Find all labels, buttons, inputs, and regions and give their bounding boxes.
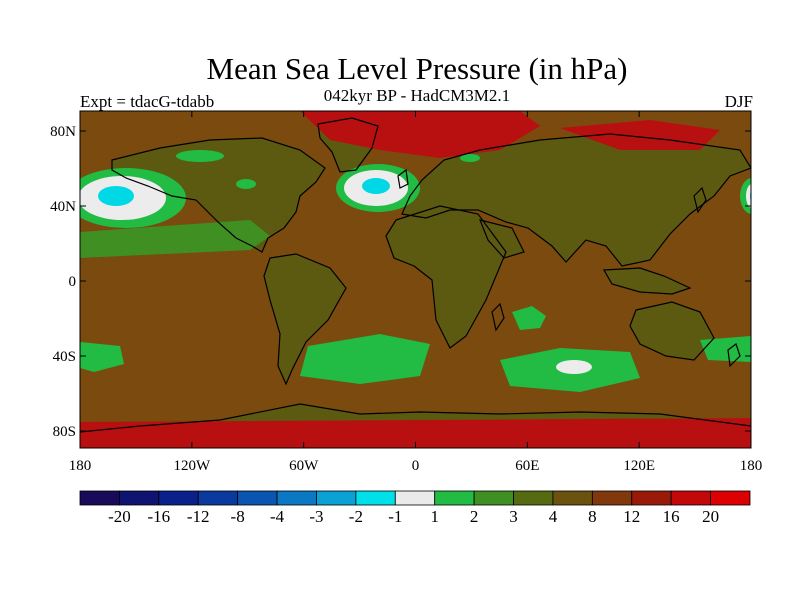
coast-greenland (317, 117, 379, 173)
land-africa (386, 206, 506, 348)
coast-arabia (479, 219, 525, 259)
colorbar-level-label: 20 (702, 507, 719, 526)
colorbar-swatch (119, 490, 160, 506)
lon-tick-label: 120E (623, 458, 655, 474)
coast-maritime-continent (602, 267, 692, 295)
colorbar-level-label: 8 (588, 507, 597, 526)
lon-tick-label: 60E (515, 458, 539, 474)
tropical-pacific-band (80, 220, 270, 258)
coast-british-isles (397, 168, 409, 189)
map-field (80, 111, 751, 448)
south-pacific-low-anomaly (80, 342, 124, 372)
lat-tick-label: 80N (50, 124, 76, 140)
coast-new-zealand (727, 343, 741, 368)
lon-tick-label: 180 (69, 458, 92, 474)
colorbar-level-label: 12 (623, 507, 640, 526)
coastlines (80, 117, 751, 433)
coast-south-america (263, 253, 347, 386)
experiment-label: Expt = tdacG-tdabb (80, 92, 215, 111)
map-title: Mean Sea Level Pressure (in hPa) (206, 51, 628, 86)
lon-tick-label: 180 (740, 458, 763, 474)
coast-madagascar (491, 302, 505, 332)
coast-australia (629, 301, 715, 361)
colorbar-swatch (552, 490, 593, 506)
colorbar-level-label: 4 (549, 507, 558, 526)
barents-green (460, 154, 480, 162)
arctic-high-anomaly (300, 111, 540, 158)
colorbar-swatch (710, 490, 751, 506)
colorbar-level-label: -2 (349, 507, 363, 526)
land-australia (630, 302, 714, 360)
coast-antarctica (80, 403, 751, 433)
colorbar-level-label: -1 (388, 507, 402, 526)
land-north-america (112, 138, 325, 252)
colorbar-swatch (158, 490, 199, 506)
colorbar-swatch (434, 490, 475, 506)
map-subtitle: 042kyr BP - HadCM3M2.1 (323, 86, 511, 105)
colorbar-level-label: -4 (270, 507, 285, 526)
colorbar-level-label: -20 (108, 507, 131, 526)
north-pacific-cyan-core (98, 186, 134, 206)
colorbar-swatch (631, 490, 672, 506)
labrador-green (236, 179, 256, 189)
lat-tick-label: 40N (50, 199, 76, 215)
southern-ocean-high-anomaly (80, 418, 751, 448)
colorbar-level-label: 2 (470, 507, 479, 526)
north-atlantic-cyan-core (362, 178, 390, 194)
south-atlantic-low-anomaly (300, 334, 430, 384)
coast-eurasia (401, 133, 751, 267)
colorbar-swatch (316, 490, 357, 506)
colorbar-level-label: -16 (147, 507, 170, 526)
lat-tick-label: 0 (69, 274, 77, 290)
colorbar-swatch (237, 490, 278, 506)
longitude-axis: 180 120W 60W 0 60E 120E 180 (69, 111, 763, 474)
coast-north-america (111, 137, 326, 253)
colorbar-level-label: 1 (430, 507, 439, 526)
coast-japan (693, 186, 707, 214)
colorbar-level-label: -3 (309, 507, 323, 526)
colorbar-level-label: -12 (187, 507, 210, 526)
land-south-america (264, 254, 346, 384)
colorbar-swatch (394, 490, 436, 506)
east-edge-green (740, 178, 751, 214)
pressure-anomaly-contours (80, 111, 751, 448)
colorbar-swatch (513, 490, 554, 506)
colorbar-swatch (591, 490, 633, 506)
colorbar-level-label: -8 (231, 507, 245, 526)
lon-tick-label: 60W (289, 458, 319, 474)
land-arabia (480, 220, 524, 258)
colorbar-level-label: 16 (663, 507, 680, 526)
colorbar-level-label: 3 (509, 507, 518, 526)
colorbar-swatch (79, 490, 120, 506)
southern-indian-white-core (556, 360, 592, 374)
colorbar-swatch (473, 490, 514, 506)
lat-tick-label: 80S (53, 424, 76, 440)
lon-tick-label: 0 (412, 458, 420, 474)
latitude-axis: 80N 40N 0 40S 80S (50, 124, 751, 440)
colorbar: -20 -16 -12 -8 -4 -3 -2 -1 1 2 3 4 8 12 16 20 (79, 490, 751, 526)
lon-tick-label: 120W (173, 458, 211, 474)
south-pacific-east-green (700, 336, 751, 362)
colorbar-swatch (276, 490, 317, 506)
siberian-high-anomaly (560, 120, 720, 150)
land-eurasia (402, 134, 751, 266)
colorbar-swatch (355, 490, 396, 506)
hudson-green (176, 150, 224, 162)
lat-tick-label: 40S (53, 349, 76, 365)
colorbar-swatch (197, 490, 239, 506)
madagascar-east-low-anomaly (512, 306, 546, 330)
season-label: DJF (724, 92, 753, 111)
east-edge-white (746, 184, 751, 208)
colorbar-swatch (670, 490, 711, 506)
